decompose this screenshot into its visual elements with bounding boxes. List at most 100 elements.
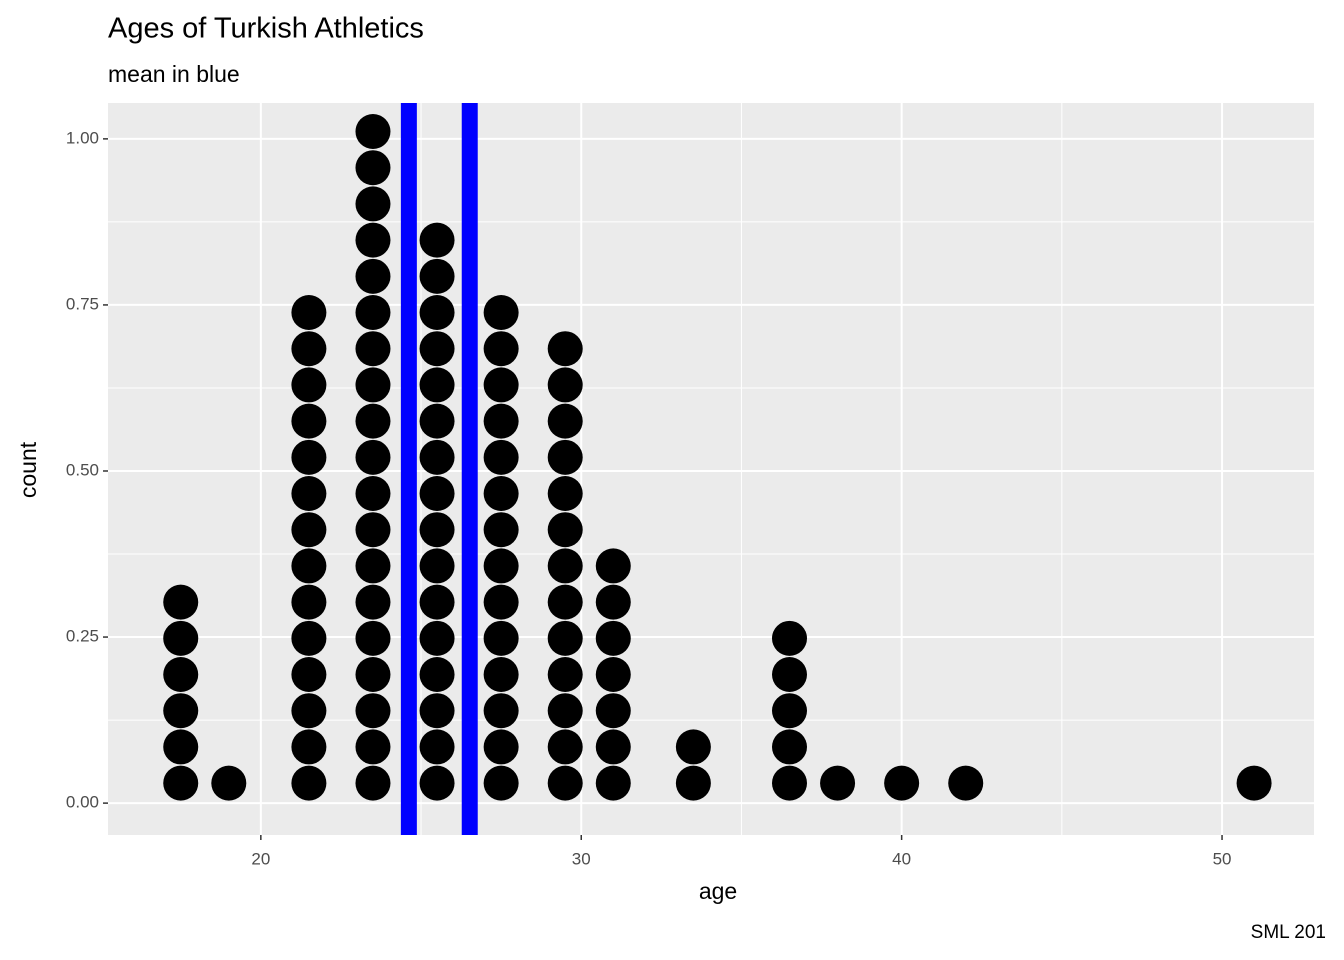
x-tick-label: 50 <box>1213 849 1232 868</box>
dot <box>419 367 455 403</box>
caption: SML 201 <box>1251 922 1326 943</box>
x-tick-label: 30 <box>572 849 591 868</box>
dot <box>291 331 327 367</box>
dot <box>355 512 391 548</box>
dot <box>675 765 711 801</box>
mean-line <box>461 103 478 835</box>
dot <box>547 548 583 584</box>
dot <box>291 693 327 729</box>
dot <box>595 620 631 656</box>
dot <box>483 657 519 693</box>
dot <box>291 620 327 656</box>
dot <box>355 367 391 403</box>
dot <box>483 548 519 584</box>
dot <box>547 620 583 656</box>
dot <box>291 476 327 512</box>
dot <box>163 584 199 620</box>
dot <box>355 258 391 294</box>
dot <box>595 584 631 620</box>
dot <box>547 403 583 439</box>
dot <box>419 729 455 765</box>
dot <box>547 331 583 367</box>
dot <box>483 295 519 331</box>
dot <box>355 186 391 222</box>
dot <box>419 295 455 331</box>
dot <box>163 620 199 656</box>
dot <box>355 693 391 729</box>
dot <box>771 729 807 765</box>
dot <box>355 729 391 765</box>
dot <box>355 657 391 693</box>
dot <box>884 765 920 801</box>
dot <box>675 729 711 765</box>
chart-title: Ages of Turkish Athletics <box>108 13 424 45</box>
y-axis-label: count <box>15 441 41 498</box>
dot <box>291 295 327 331</box>
y-tick-label: 0.75 <box>66 294 99 313</box>
dot <box>547 439 583 475</box>
dot <box>419 258 455 294</box>
dot <box>355 331 391 367</box>
dot <box>547 657 583 693</box>
dot <box>547 729 583 765</box>
dot <box>595 657 631 693</box>
dot <box>419 765 455 801</box>
dot <box>595 548 631 584</box>
dot <box>483 512 519 548</box>
dot <box>355 620 391 656</box>
dot <box>547 765 583 801</box>
dot <box>355 439 391 475</box>
y-tick-label: 0.50 <box>66 460 99 479</box>
dot <box>483 367 519 403</box>
plot-panel <box>108 103 1314 835</box>
dot <box>483 765 519 801</box>
dot <box>547 584 583 620</box>
y-tick-label: 0.00 <box>66 793 99 812</box>
dot <box>355 150 391 186</box>
dot <box>595 765 631 801</box>
dot <box>419 620 455 656</box>
dot <box>547 367 583 403</box>
dot <box>355 114 391 150</box>
dot <box>291 657 327 693</box>
dot <box>211 765 247 801</box>
dot <box>547 693 583 729</box>
dot <box>483 439 519 475</box>
dot <box>419 476 455 512</box>
dot <box>771 693 807 729</box>
dot <box>355 476 391 512</box>
dot <box>291 765 327 801</box>
dot <box>163 693 199 729</box>
dot <box>595 693 631 729</box>
dot <box>483 476 519 512</box>
dot <box>419 657 455 693</box>
dot <box>291 403 327 439</box>
dot <box>771 620 807 656</box>
dot <box>163 657 199 693</box>
dot <box>419 403 455 439</box>
dot <box>291 548 327 584</box>
dot <box>419 548 455 584</box>
dot <box>483 331 519 367</box>
dot <box>595 729 631 765</box>
dot <box>291 367 327 403</box>
dot <box>419 512 455 548</box>
mean-line <box>400 103 417 835</box>
y-tick-label: 0.25 <box>66 627 99 646</box>
dot <box>771 765 807 801</box>
dot <box>483 693 519 729</box>
dot <box>355 222 391 258</box>
dot <box>355 765 391 801</box>
dot <box>419 222 455 258</box>
dot <box>547 512 583 548</box>
dot <box>483 620 519 656</box>
dot <box>291 439 327 475</box>
dot <box>291 729 327 765</box>
dot <box>820 765 856 801</box>
x-tick-label: 40 <box>892 849 911 868</box>
dot <box>419 693 455 729</box>
x-tick-label: 20 <box>251 849 270 868</box>
dot <box>419 584 455 620</box>
dot <box>948 765 984 801</box>
